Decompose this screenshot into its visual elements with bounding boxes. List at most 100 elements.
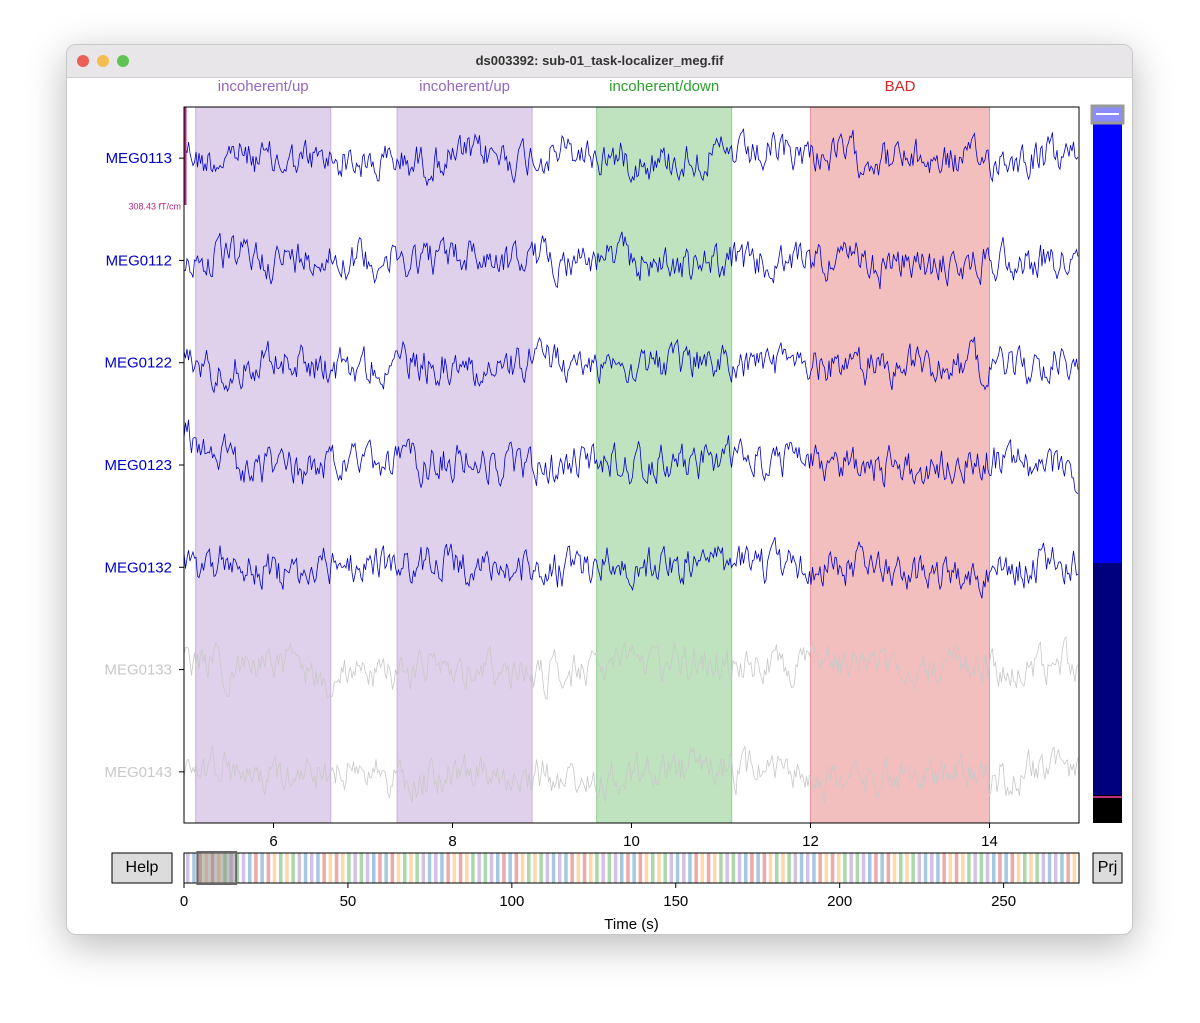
overview-stripe	[446, 853, 450, 883]
channel-trace	[183, 536, 1079, 599]
minimize-button[interactable]	[97, 55, 109, 67]
overview-stripe	[706, 853, 711, 883]
overview-stripe	[762, 853, 767, 883]
overview-stripe	[458, 853, 463, 883]
overview-stripe	[341, 853, 345, 883]
annotation-label: incoherent/up	[419, 78, 510, 95]
overview-stripe	[266, 853, 271, 883]
overview-stripe	[241, 853, 246, 883]
overview-stripe	[713, 853, 717, 883]
channel-label[interactable]: MEG0122	[104, 355, 172, 372]
overview-stripe	[750, 853, 754, 883]
x-tick-label: 14	[981, 833, 998, 850]
overview-stripe	[837, 853, 841, 883]
window-title: ds003392: sub-01_task-localizer_meg.fif	[475, 53, 724, 68]
overview-stripe	[651, 853, 655, 883]
annotation-span	[810, 106, 990, 824]
overview-stripe	[781, 853, 785, 883]
x-tick-label: 12	[802, 833, 819, 850]
overview-stripe	[818, 853, 822, 883]
scale-label: 308.43 fT/cm	[128, 201, 181, 211]
overview-stripe	[291, 853, 295, 883]
overview-stripe	[1029, 853, 1033, 883]
channel-label[interactable]: MEG0132	[104, 559, 172, 576]
help-button[interactable]	[111, 852, 173, 884]
overview-stripe	[663, 853, 667, 883]
overview-stripe	[725, 853, 729, 883]
proj-label[interactable]: Prj	[1098, 859, 1118, 876]
overview-stripe	[1072, 853, 1077, 883]
overview-stripe	[248, 853, 252, 883]
overview-stripe	[601, 853, 605, 883]
overview-stripe	[979, 853, 984, 883]
overview-stripe	[378, 853, 382, 883]
overview-stripe	[514, 853, 519, 883]
channel-trace	[183, 336, 1079, 394]
channel-trace	[183, 636, 1079, 701]
overview-stripe	[638, 853, 643, 883]
overview-stripe	[359, 853, 364, 883]
channel-trace	[183, 231, 1079, 290]
channel-label[interactable]: MEG0113	[106, 150, 172, 167]
overview-stripe	[775, 853, 779, 883]
channel-scroll-misc	[1093, 795, 1122, 823]
overview-stripe	[830, 853, 835, 883]
overview-stripe	[186, 853, 190, 883]
overview-stripe	[1041, 853, 1046, 883]
overview-stripe	[347, 853, 351, 883]
overview-stripe	[434, 853, 438, 883]
overview-stripe	[973, 853, 977, 883]
overview-tick-label: 100	[499, 893, 524, 910]
overview-stripe	[756, 853, 760, 883]
zoom-button[interactable]	[117, 55, 129, 67]
annotation-span	[195, 106, 332, 824]
overview-stripe	[328, 853, 333, 883]
channel-label[interactable]: MEG0123	[104, 457, 172, 474]
overview-xlabel: Time (s)	[604, 916, 658, 933]
overview-stripe	[558, 853, 562, 883]
overview-stripe	[322, 853, 326, 883]
overview-stripe	[390, 853, 395, 883]
channel-trace	[183, 744, 1079, 804]
channel-label[interactable]: MEG0143	[104, 764, 172, 781]
channel-label[interactable]: MEG0133	[104, 662, 172, 679]
overview-stripe	[675, 853, 680, 883]
overview-stripe	[768, 853, 773, 883]
overview-stripe	[192, 853, 196, 883]
overview-stripe	[403, 853, 407, 883]
overview-stripe	[1060, 853, 1064, 883]
overview-stripe	[967, 853, 971, 883]
overview-stripe	[1004, 853, 1008, 883]
overview-tick-label: 200	[827, 893, 852, 910]
overview-viewport[interactable]	[196, 851, 238, 885]
close-button[interactable]	[77, 55, 89, 67]
overview-stripe	[731, 853, 736, 883]
overview-stripe	[285, 853, 289, 883]
channel-label[interactable]: MEG0112	[106, 252, 172, 269]
overview-stripe	[576, 853, 581, 883]
overview-stripe	[892, 853, 897, 883]
overview-stripe	[1016, 853, 1021, 883]
overview-stripe	[372, 853, 376, 883]
proj-button[interactable]	[1092, 852, 1123, 884]
channel-trace	[183, 128, 1079, 186]
overview-stripe	[682, 853, 686, 883]
overview-stripe	[272, 853, 277, 883]
overview-stripe	[564, 853, 568, 883]
overview-stripe	[452, 853, 457, 883]
overview-stripe	[365, 853, 370, 883]
overview-stripe	[806, 853, 810, 883]
overview-stripe	[1023, 853, 1027, 883]
overview-stripe	[260, 853, 264, 883]
overview-stripe	[545, 853, 550, 883]
overview-stripe	[824, 853, 829, 883]
channel-scroll-good[interactable]	[1093, 107, 1122, 563]
overview-stripe	[316, 853, 320, 883]
overview-tick-label: 0	[180, 893, 188, 910]
help-label[interactable]: Help	[126, 859, 159, 876]
overview-stripe	[1066, 853, 1070, 883]
overview-stripe	[620, 853, 624, 883]
overview-stripe	[477, 853, 481, 883]
overview-stripe	[235, 853, 240, 883]
overview-stripe	[533, 853, 537, 883]
